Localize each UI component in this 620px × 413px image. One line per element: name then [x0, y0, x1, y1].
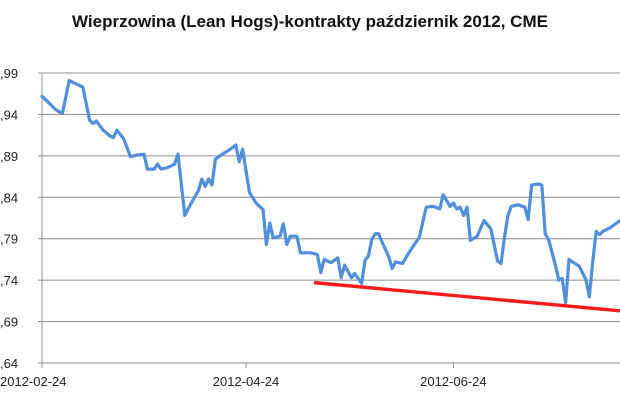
x-tick-label: 2012-02-24: [0, 374, 67, 389]
y-tick-label: ,99: [0, 66, 18, 81]
y-tick-label: ,84: [0, 190, 18, 205]
y-tick-label: ,89: [0, 149, 18, 164]
x-tick-labels: 2012-02-24 2012-04-24 2012-06-24: [0, 363, 487, 389]
series-layer: [40, 78, 620, 305]
price-series-line: [40, 78, 620, 305]
axes: [41, 73, 620, 364]
y-tick-label: ,69: [0, 315, 18, 330]
x-tick-label: 2012-04-24: [213, 374, 280, 389]
y-tick-labels: ,64 ,69 ,74 ,79 ,84 ,89 ,94 ,99: [0, 66, 42, 371]
trendline: [313, 280, 620, 313]
x-tick-label: 2012-06-24: [420, 374, 487, 389]
y-tick-label: ,64: [0, 356, 18, 371]
y-tick-label: ,74: [0, 273, 18, 288]
y-tick-label: ,94: [0, 107, 18, 122]
chart-title: Wieprzowina (Lean Hogs)-kontrakty paździ…: [72, 12, 548, 31]
gridlines: [42, 72, 620, 323]
y-tick-label: ,79: [0, 232, 18, 247]
trendline-layer: [313, 280, 620, 313]
